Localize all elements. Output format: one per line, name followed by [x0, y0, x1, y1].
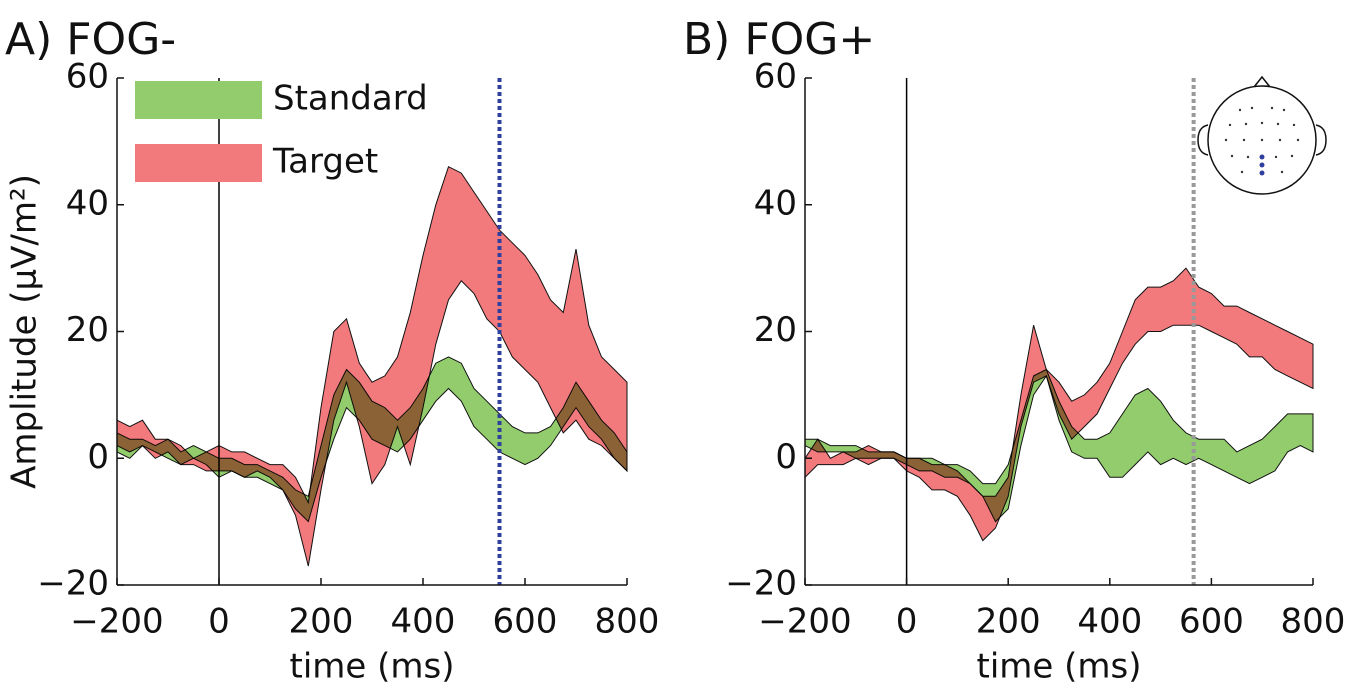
x-tick-label: −200 — [758, 602, 851, 642]
y-tick-label: 60 — [66, 57, 109, 97]
x-tick-label: 200 — [289, 602, 354, 642]
y-tick-label: 20 — [754, 310, 797, 350]
head-inset — [1197, 75, 1327, 195]
x-tick-label: 600 — [493, 602, 558, 642]
legend-label: Target — [272, 142, 378, 182]
y-tick-label: 0 — [775, 437, 797, 477]
x-tick-label: −200 — [70, 602, 163, 642]
band — [804, 267, 1314, 542]
x-axis-label: time (ms) — [977, 647, 1142, 687]
y-tick-label: 40 — [754, 183, 797, 223]
x-tick-label: 400 — [1077, 602, 1142, 642]
bands — [116, 165, 628, 567]
x-tick-label: 800 — [1281, 602, 1346, 642]
y-tick-label: −20 — [725, 564, 797, 604]
y-tick-label: 20 — [66, 310, 109, 350]
bands — [804, 267, 1314, 542]
panel-title: A) FOG- — [5, 14, 176, 65]
legend-label: Standard — [273, 79, 428, 119]
x-tick-label: 800 — [595, 602, 660, 642]
legend-swatch — [135, 81, 262, 119]
x-tick-label: 0 — [208, 602, 230, 642]
y-tick-label: 0 — [87, 437, 109, 477]
y-axis-label: Amplitude (µV/m²) — [5, 174, 45, 489]
x-tick-label: 400 — [391, 602, 456, 642]
band — [116, 165, 628, 567]
x-axis-label: time (ms) — [290, 647, 455, 687]
y-tick-label: 40 — [66, 183, 109, 223]
x-tick-label: 0 — [896, 602, 918, 642]
panel-title: B) FOG+ — [683, 14, 875, 65]
legend-swatch — [135, 144, 262, 182]
y-tick-label: −20 — [37, 564, 109, 604]
x-tick-label: 200 — [976, 602, 1041, 642]
y-tick-label: 60 — [754, 57, 797, 97]
x-tick-label: 600 — [1179, 602, 1244, 642]
